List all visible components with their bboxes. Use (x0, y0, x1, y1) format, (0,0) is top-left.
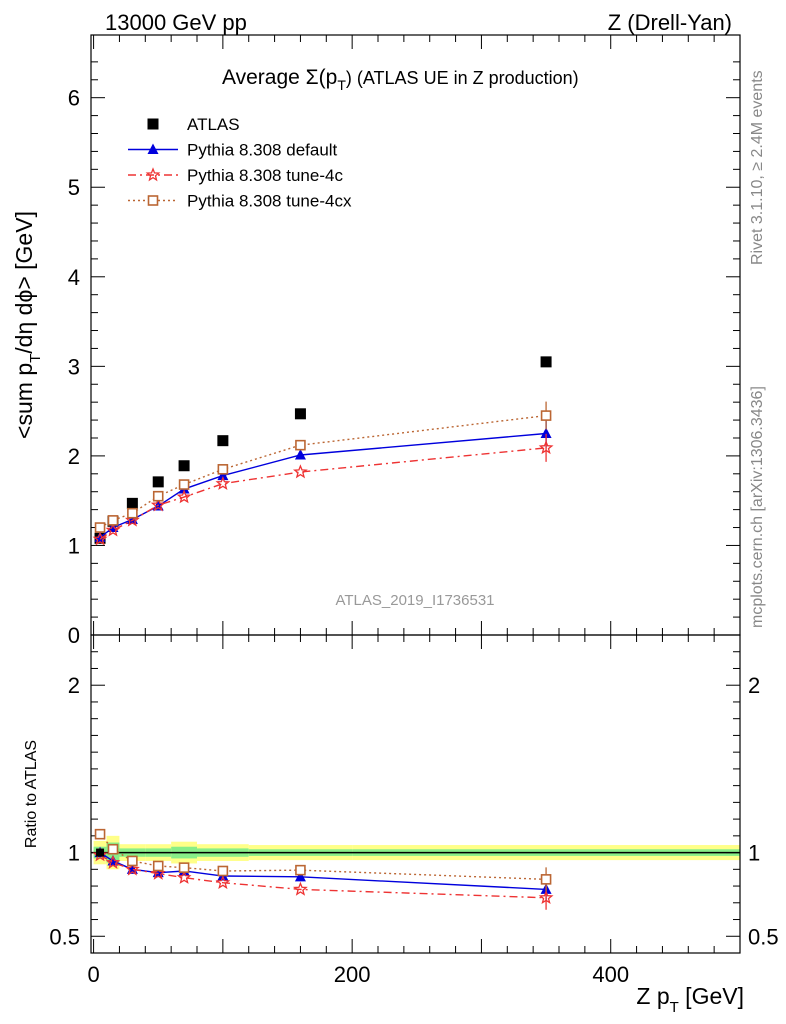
y-tick-label: 1 (68, 533, 80, 558)
data-point (294, 870, 306, 882)
data-point (178, 460, 190, 472)
data-point (126, 497, 138, 509)
ratio-y-tick-label-right: 2 (748, 673, 760, 698)
data-point (92, 847, 108, 862)
y-tick-label: 3 (68, 354, 80, 379)
legend-label: Pythia 8.308 tune-4cx (187, 192, 352, 211)
legend-label: Pythia 8.308 tune-4c (187, 166, 343, 185)
data-point (94, 828, 106, 840)
series-line (99, 432, 547, 538)
data-point (217, 464, 229, 475)
data-point (295, 439, 306, 451)
ratio-plot-data (92, 828, 554, 910)
data-point (540, 410, 552, 421)
data-point (152, 476, 164, 488)
series-line (99, 447, 547, 540)
data-point (105, 854, 121, 869)
y-tick-label: 2 (68, 444, 80, 469)
ratio-y-tick-label: 1 (68, 841, 80, 866)
data-point (147, 195, 159, 206)
y-tick-label: 4 (68, 265, 80, 290)
data-point (125, 861, 140, 876)
data-point (127, 855, 138, 867)
data-point (217, 865, 229, 877)
legend-label: Pythia 8.308 default (187, 141, 338, 160)
rivet-version-label: Rivet 3.1.10, ≥ 2.4M events (749, 70, 766, 265)
legend: ATLAS Pythia 8.308 default Pythia 8.308 tu… (128, 115, 352, 211)
x-tick-label: 200 (334, 962, 371, 987)
data-point (176, 489, 192, 504)
data-point (94, 522, 106, 533)
data-point (295, 864, 306, 876)
data-point (152, 860, 164, 872)
data-point (538, 440, 554, 455)
data-point (215, 874, 231, 890)
legend-label: ATLAS (187, 115, 240, 134)
ratio-line (99, 833, 547, 881)
header-collision-label: 13000 GeV pp (105, 10, 247, 35)
y-tick-label: 0 (68, 623, 80, 648)
x-tick-label: 0 (87, 962, 99, 987)
data-point (178, 479, 190, 490)
data-point (147, 143, 159, 154)
main-plot-data (92, 356, 554, 546)
data-point (127, 507, 138, 519)
data-point (294, 449, 306, 460)
x-tick-label: 400 (592, 962, 629, 987)
data-point (292, 881, 308, 896)
ratio-y-tick-label-right: 0.5 (748, 924, 779, 949)
x-axis-label: Z pT [GeV] (636, 983, 744, 1016)
data-point (217, 469, 229, 481)
ratio-y-tick-label: 0.5 (49, 924, 80, 949)
data-point (92, 531, 108, 546)
y-tick-label: 6 (68, 86, 80, 111)
axis-ticks (91, 35, 741, 953)
data-point (215, 475, 231, 490)
chart-title: Average Σ(pT) (ATLAS UE in Z production) (222, 66, 579, 93)
data-point (147, 118, 159, 130)
data-point (538, 890, 554, 905)
data-point (540, 427, 552, 439)
data-point (292, 464, 308, 479)
analysis-label: ATLAS_2019_I1736531 (335, 592, 494, 609)
data-point (178, 862, 190, 873)
ratio-uncertainty-bands (91, 835, 740, 870)
data-point (217, 435, 229, 447)
data-point (150, 497, 166, 512)
y-axis-label: <sum pT/dη dϕ> [GeV] (11, 211, 44, 439)
ratio-plot-frame (90, 634, 741, 954)
data-point (105, 522, 121, 537)
ratio-reference-point (96, 848, 105, 857)
ratio-y-tick-label-right: 1 (748, 841, 760, 866)
ratio-y-tick-label: 2 (68, 673, 80, 698)
data-point (150, 865, 166, 880)
data-point (107, 515, 119, 526)
series-line (99, 414, 547, 529)
data-point (176, 869, 192, 884)
data-point (107, 843, 119, 855)
axis-tick-labels: 0 200 400 0 1 2 3 4 5 6 0.5 0.5 1 1 2 2 (49, 86, 778, 987)
data-point (294, 408, 306, 420)
header-process-label: Z (Drell-Yan) (608, 10, 732, 35)
y-tick-label: 5 (68, 175, 80, 200)
ratio-y-axis-label: Ratio to ATLAS (23, 740, 40, 848)
data-point (540, 356, 552, 368)
data-point (145, 167, 161, 182)
mcplots-reference-label: mcplots.cern.ch [arXiv:1306.3436] (749, 386, 766, 628)
data-point (540, 874, 552, 885)
data-point (152, 490, 164, 502)
